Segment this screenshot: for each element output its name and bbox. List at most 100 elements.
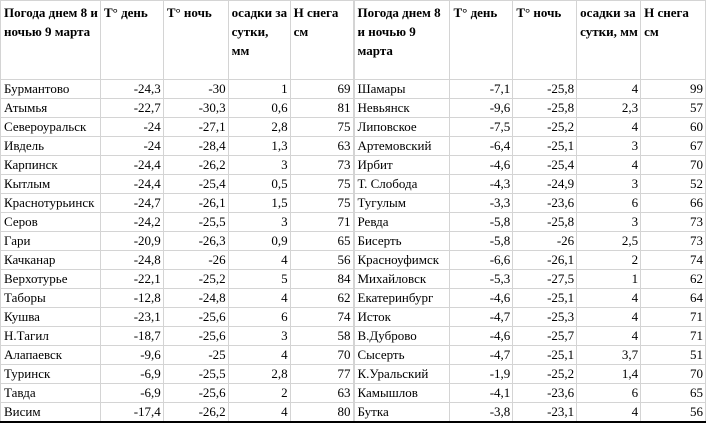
header-t-night[interactable]: T° ночь — [162, 0, 229, 80]
cell-snow-depth[interactable]: 65 — [289, 231, 354, 251]
cell-station[interactable]: Н.Тагил — [0, 326, 101, 346]
cell-station[interactable]: Михайловск — [353, 269, 451, 289]
cell-snow-depth[interactable]: 99 — [640, 79, 706, 99]
cell-station[interactable]: В.Дуброво — [353, 326, 451, 346]
cell-snow-depth[interactable]: 75 — [289, 193, 354, 213]
cell-precipitation[interactable]: 6 — [227, 307, 291, 327]
cell-snow-depth[interactable]: 80 — [289, 402, 354, 423]
cell-snow-depth[interactable]: 84 — [289, 269, 354, 289]
cell-t-day[interactable]: -4,1 — [449, 383, 514, 403]
cell-t-night[interactable]: -25,8 — [512, 79, 578, 99]
cell-precipitation[interactable]: 2,3 — [576, 98, 642, 118]
cell-station[interactable]: Кытлым — [0, 174, 101, 194]
cell-t-night[interactable]: -25,6 — [162, 383, 229, 403]
cell-precipitation[interactable]: 4 — [576, 326, 642, 346]
cell-precipitation[interactable]: 4 — [576, 288, 642, 308]
cell-snow-depth[interactable]: 63 — [289, 136, 354, 156]
cell-t-night[interactable]: -28,4 — [162, 136, 229, 156]
cell-precipitation[interactable]: 0,6 — [227, 98, 291, 118]
cell-t-day[interactable]: -5,8 — [449, 212, 514, 232]
header-station[interactable]: Погода днем 8 и ночью 9 марта — [0, 0, 101, 80]
cell-t-day[interactable]: -22,7 — [99, 98, 164, 118]
cell-t-day[interactable]: -4,3 — [449, 174, 514, 194]
cell-snow-depth[interactable]: 70 — [289, 345, 354, 365]
cell-station[interactable]: Т. Слобода — [353, 174, 451, 194]
cell-snow-depth[interactable]: 62 — [289, 288, 354, 308]
cell-t-night[interactable]: -26 — [512, 231, 578, 251]
cell-precipitation[interactable]: 6 — [576, 383, 642, 403]
cell-precipitation[interactable]: 2 — [576, 250, 642, 270]
cell-snow-depth[interactable]: 62 — [640, 269, 706, 289]
cell-t-night[interactable]: -26,1 — [512, 250, 578, 270]
cell-t-day[interactable]: -6,6 — [449, 250, 514, 270]
cell-station[interactable]: Бутка — [353, 402, 451, 423]
cell-snow-depth[interactable]: 71 — [640, 326, 706, 346]
cell-t-day[interactable]: -24,3 — [99, 79, 164, 99]
cell-t-night[interactable]: -30 — [162, 79, 229, 99]
header-station[interactable]: Погода днем 8 и ночью 9 марта — [353, 0, 451, 80]
cell-snow-depth[interactable]: 56 — [289, 250, 354, 270]
cell-precipitation[interactable]: 1,4 — [576, 364, 642, 384]
cell-precipitation[interactable]: 0,9 — [227, 231, 291, 251]
cell-t-night[interactable]: -24,8 — [162, 288, 229, 308]
cell-t-night[interactable]: -25,8 — [512, 98, 578, 118]
cell-precipitation[interactable]: 5 — [227, 269, 291, 289]
cell-t-night[interactable]: -26 — [162, 250, 229, 270]
cell-t-night[interactable]: -23,6 — [512, 193, 578, 213]
header-t-day[interactable]: T° день — [99, 0, 164, 80]
cell-precipitation[interactable]: 2 — [227, 383, 291, 403]
cell-t-night[interactable]: -25,4 — [162, 174, 229, 194]
cell-precipitation[interactable]: 3 — [576, 212, 642, 232]
cell-snow-depth[interactable]: 73 — [289, 155, 354, 175]
cell-t-day[interactable]: -4,7 — [449, 345, 514, 365]
cell-t-night[interactable]: -23,6 — [512, 383, 578, 403]
cell-precipitation[interactable]: 4 — [227, 402, 291, 423]
cell-station[interactable]: Ирбит — [353, 155, 451, 175]
cell-snow-depth[interactable]: 73 — [640, 231, 706, 251]
cell-snow-depth[interactable]: 70 — [640, 155, 706, 175]
cell-station[interactable]: Кушва — [0, 307, 101, 327]
cell-t-day[interactable]: -18,7 — [99, 326, 164, 346]
cell-station[interactable]: Шамары — [353, 79, 451, 99]
cell-precipitation[interactable]: 3 — [227, 212, 291, 232]
cell-precipitation[interactable]: 3 — [576, 174, 642, 194]
cell-precipitation[interactable]: 1 — [576, 269, 642, 289]
cell-t-day[interactable]: -9,6 — [449, 98, 514, 118]
cell-t-day[interactable]: -12,8 — [99, 288, 164, 308]
header-precipitation[interactable]: осадки за сутки, мм — [576, 0, 642, 80]
cell-station[interactable]: Исток — [353, 307, 451, 327]
cell-precipitation[interactable]: 4 — [227, 250, 291, 270]
header-t-day[interactable]: T° день — [449, 0, 514, 80]
cell-t-day[interactable]: -4,6 — [449, 155, 514, 175]
cell-t-day[interactable]: -24,2 — [99, 212, 164, 232]
cell-precipitation[interactable]: 4 — [576, 402, 642, 423]
cell-station[interactable]: Висим — [0, 402, 101, 423]
cell-t-day[interactable]: -5,8 — [449, 231, 514, 251]
cell-snow-depth[interactable]: 52 — [640, 174, 706, 194]
cell-precipitation[interactable]: 1,3 — [227, 136, 291, 156]
cell-station[interactable]: Сысерть — [353, 345, 451, 365]
header-snow-depth[interactable]: Н снега см — [289, 0, 354, 80]
cell-precipitation[interactable]: 4 — [576, 117, 642, 137]
cell-t-night[interactable]: -25,7 — [512, 326, 578, 346]
cell-t-night[interactable]: -25,2 — [162, 269, 229, 289]
cell-station[interactable]: Карпинск — [0, 155, 101, 175]
cell-snow-depth[interactable]: 75 — [289, 174, 354, 194]
cell-t-day[interactable]: -24 — [99, 117, 164, 137]
cell-station[interactable]: Таборы — [0, 288, 101, 308]
cell-station[interactable]: Екатеринбург — [353, 288, 451, 308]
cell-precipitation[interactable]: 2,8 — [227, 364, 291, 384]
cell-station[interactable]: К.Уральский — [353, 364, 451, 384]
cell-t-night[interactable]: -25,4 — [512, 155, 578, 175]
cell-snow-depth[interactable]: 69 — [289, 79, 354, 99]
cell-t-night[interactable]: -26,2 — [162, 402, 229, 423]
cell-t-night[interactable]: -25,1 — [512, 136, 578, 156]
header-snow-depth[interactable]: Н снега см — [640, 0, 706, 80]
cell-t-night[interactable]: -25,5 — [162, 212, 229, 232]
cell-station[interactable]: Ревда — [353, 212, 451, 232]
cell-t-day[interactable]: -4,7 — [449, 307, 514, 327]
cell-precipitation[interactable]: 4 — [576, 79, 642, 99]
cell-t-day[interactable]: -24,7 — [99, 193, 164, 213]
cell-station[interactable]: Верхотурье — [0, 269, 101, 289]
cell-t-day[interactable]: -7,5 — [449, 117, 514, 137]
